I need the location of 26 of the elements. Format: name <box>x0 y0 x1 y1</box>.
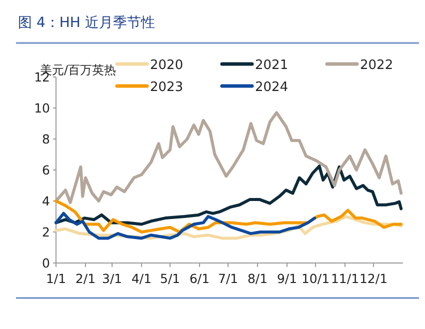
x-tick-label: 9/1 <box>276 271 298 286</box>
line-series <box>54 212 316 240</box>
chart-title: 图 4：HH 近月季节性 <box>18 15 155 31</box>
x-tick-label: 6/1 <box>189 271 210 286</box>
y-tick-label: 2 <box>42 224 50 240</box>
legend-label: 2023 <box>150 80 184 95</box>
y-tick-label: 4 <box>42 194 50 208</box>
x-tick-label: 10/1 <box>302 271 330 286</box>
line-series <box>54 111 403 204</box>
x-tick-label: 4/1 <box>132 271 152 286</box>
x-tick-label: 5/1 <box>160 271 180 286</box>
y-tick-label: 8 <box>42 132 50 146</box>
x-tick-label: 12/1 <box>359 271 388 286</box>
legend-label: 2022 <box>360 58 394 73</box>
y-tick-label: 0 <box>42 256 50 270</box>
x-tick-label: 8/1 <box>247 271 268 286</box>
x-tick-label: 2/1 <box>75 271 96 286</box>
x-tick-label: 1/1 <box>46 271 66 286</box>
legend-label: 2021 <box>255 58 288 73</box>
legend-label: 2020 <box>150 58 184 73</box>
x-tick-label: 7/1 <box>218 271 238 286</box>
y-tick-label: 10 <box>34 100 50 116</box>
x-tick-label: 11/1 <box>330 271 360 286</box>
y-tick-label: 6 <box>42 162 50 178</box>
x-tick-label: 3/1 <box>102 271 122 286</box>
legend-label: 2024 <box>255 80 288 95</box>
